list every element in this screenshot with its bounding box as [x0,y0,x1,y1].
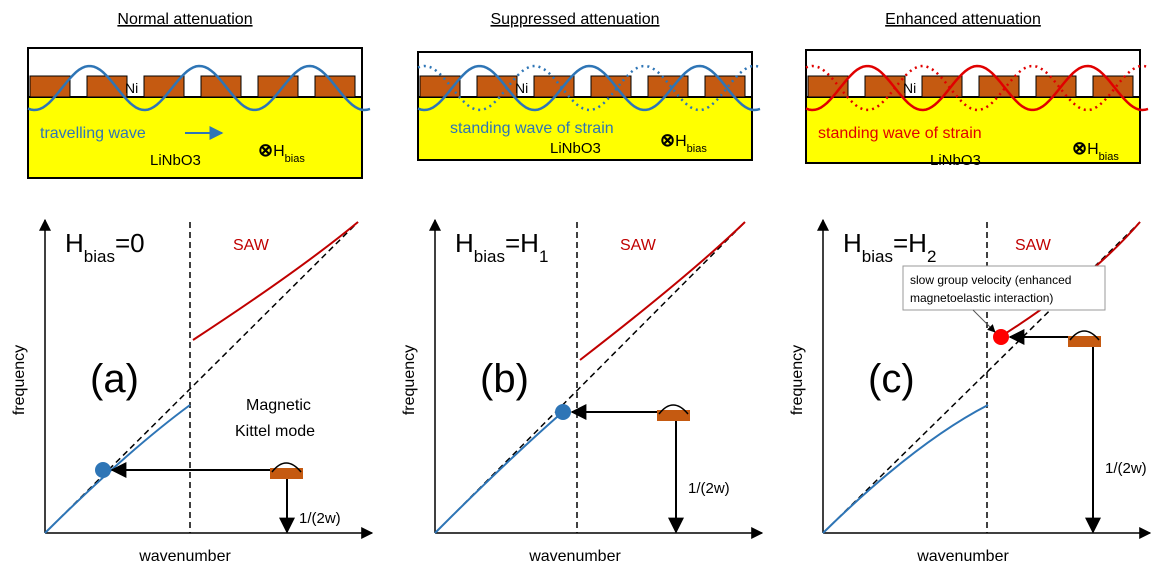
note-pointer [973,310,995,332]
saw-label: SAW [1015,237,1052,254]
y-axis-label: frequency [401,345,418,415]
note-text: slow group velocity (enhanced [910,273,1071,287]
y-axis-label: frequency [11,345,28,415]
text-span: H [273,143,285,160]
field-mark: ⊗ [660,130,675,150]
text-span: H [843,228,862,258]
condition-label: Hbias=H2 [843,228,936,266]
subscript: bias [1099,151,1120,163]
note-text: magnetoelastic interaction) [910,291,1053,305]
condition-label: Hbias=H1 [455,228,548,266]
subscript: bias [285,153,306,165]
panel-title: Normal attenuation [117,11,252,28]
period-label: 1/(2w) [299,510,341,527]
ni-label: Ni [903,80,916,96]
mode-label: Magnetic [246,397,311,414]
panel-title: Enhanced attenuation [885,11,1041,28]
text-span: H [1087,141,1099,158]
period-label: 1/(2w) [1105,460,1147,477]
saw-branch [193,222,358,340]
y-axis-label: frequency [789,345,806,415]
saw-branch [580,222,745,360]
text-span: =H [893,228,927,258]
panel-label: (a) [90,357,139,401]
magnon-branch [435,410,565,533]
text-span: H [65,228,84,258]
mode-label: Kittel mode [235,423,315,440]
field-mark: ⊗ [1072,138,1087,158]
mode-dot [95,462,111,478]
condition-label: Hbias=0 [65,228,145,266]
wave-label: travelling wave [40,125,146,142]
diagram: Normal attenuationNitravelling waveLiNbO… [0,0,1163,569]
panel-label: (b) [480,357,529,401]
substrate-label: LiNbO3 [150,152,201,169]
subscript: 2 [927,247,936,266]
subscript: bias [84,247,115,266]
magnon-branch [823,405,988,533]
period-label: 1/(2w) [688,480,730,497]
substrate-label: LiNbO3 [930,152,981,169]
wave-label: standing wave of strain [818,125,982,142]
ni-label: Ni [515,80,528,96]
substrate-label: LiNbO3 [550,140,601,157]
subscript: bias [474,247,505,266]
saw-label: SAW [233,237,270,254]
text-span: =H [505,228,539,258]
x-axis-label: wavenumber [138,548,231,565]
panel-label: (c) [868,357,915,401]
subscript: 1 [539,247,548,266]
x-axis-label: wavenumber [528,548,621,565]
ni-label: Ni [125,80,138,96]
mode-dot [993,329,1009,345]
text-span: H [675,133,687,150]
subscript: bias [862,247,893,266]
x-axis-label: wavenumber [916,548,1009,565]
saw-label: SAW [620,237,657,254]
text-span: =0 [115,228,145,258]
subscript: bias [687,143,708,155]
mode-dot [555,404,571,420]
wave-label: standing wave of strain [450,120,614,137]
field-mark: ⊗ [258,140,273,160]
text-span: H [455,228,474,258]
panel-title: Suppressed attenuation [490,11,659,28]
